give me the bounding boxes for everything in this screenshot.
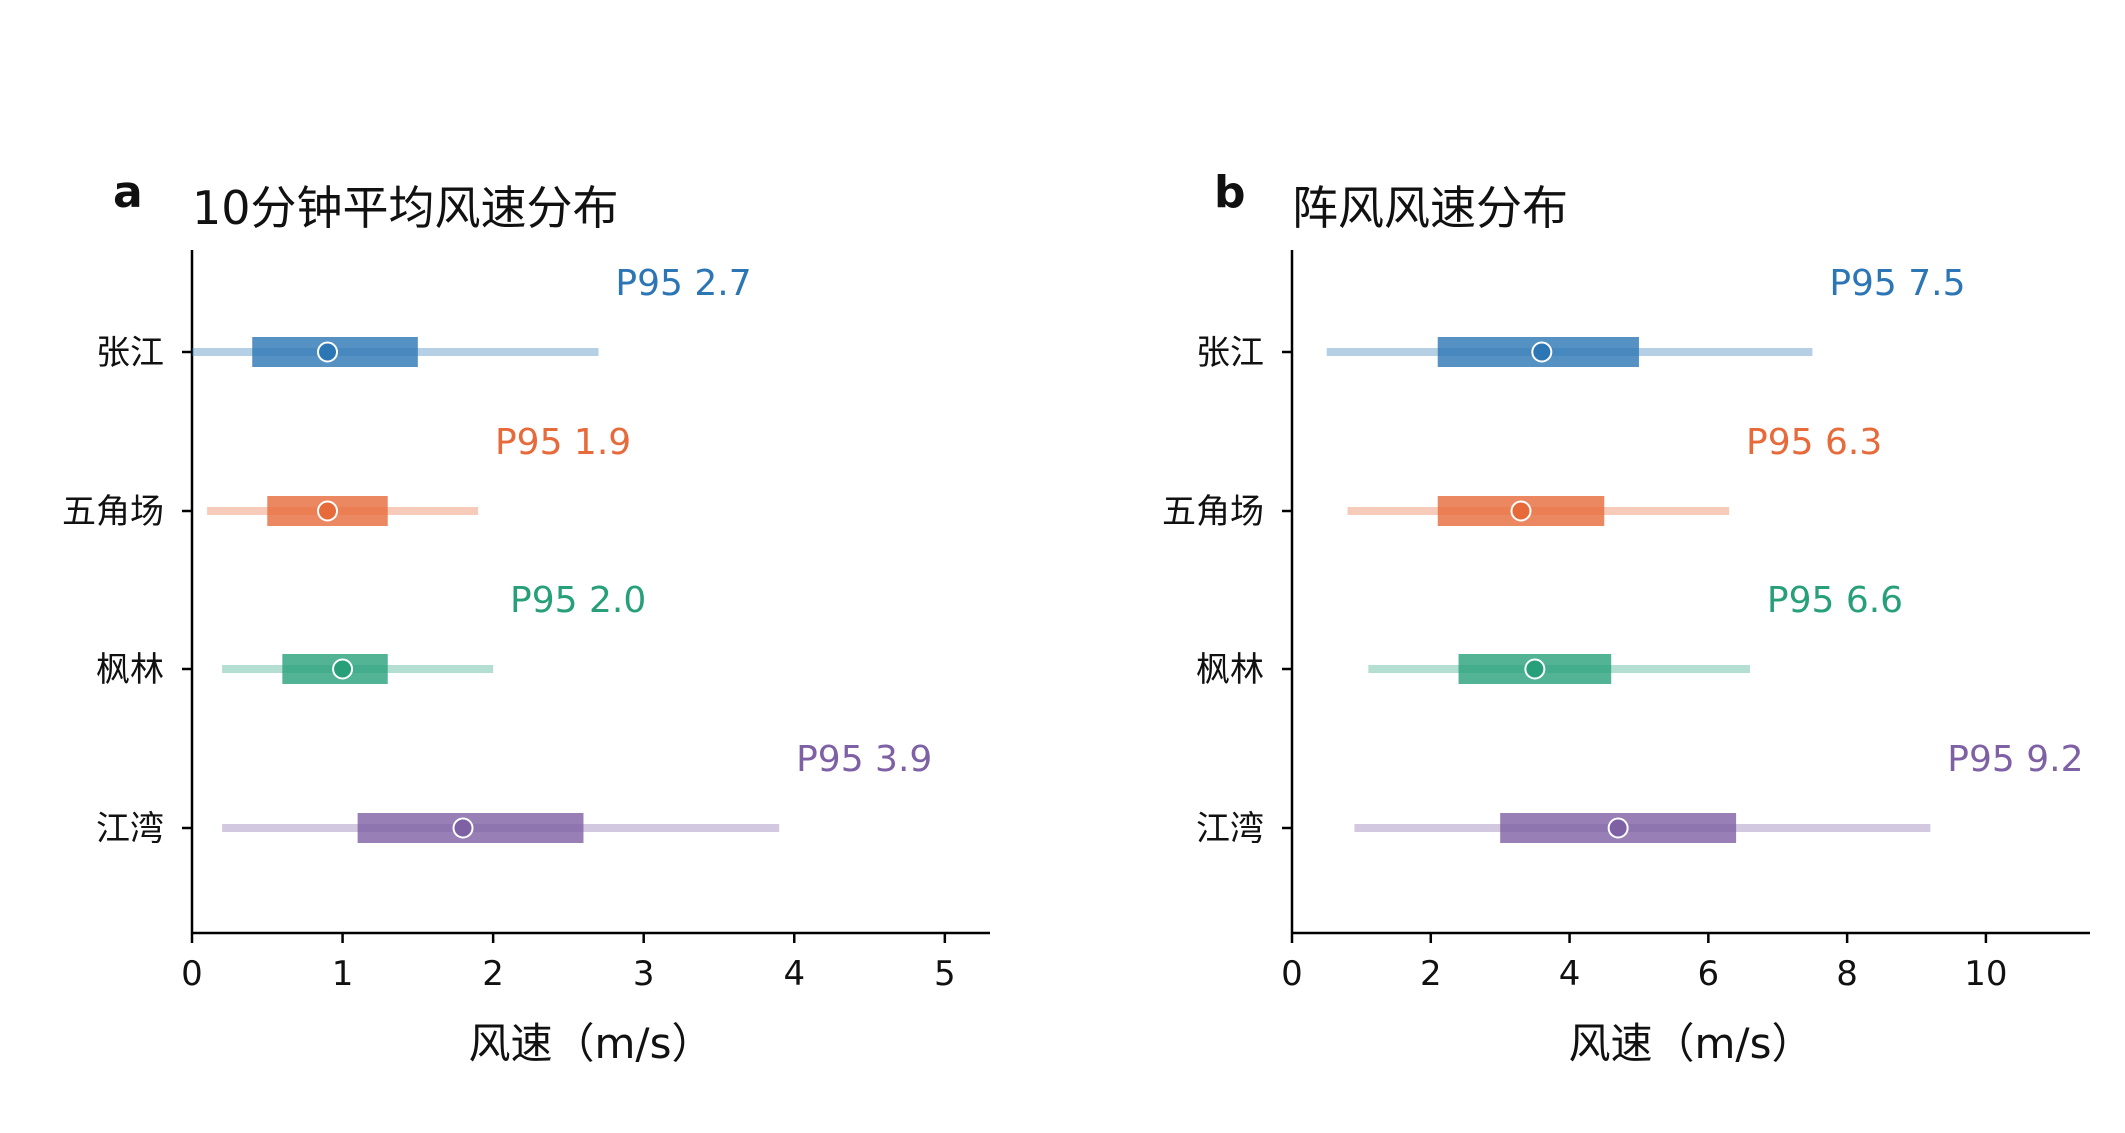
x-tick-label: 5 bbox=[934, 954, 956, 994]
panel-title: 阵风风速分布 bbox=[1292, 181, 1568, 235]
x-tick-label: 0 bbox=[181, 954, 203, 994]
median-point bbox=[452, 817, 474, 839]
median-point bbox=[317, 341, 339, 363]
median-point bbox=[1510, 500, 1532, 522]
p95-label: P95 6.6 bbox=[1767, 580, 1903, 621]
p95-label: P95 2.0 bbox=[510, 580, 646, 621]
x-tick-label: 8 bbox=[1836, 954, 1858, 994]
median-point bbox=[317, 500, 339, 522]
x-axis-label: 风速（m/s） bbox=[1569, 1019, 1814, 1068]
y-tick-label: 五角场 bbox=[62, 492, 164, 532]
y-tick-label: 江湾 bbox=[96, 809, 164, 849]
x-tick-label: 0 bbox=[1281, 954, 1303, 994]
x-axis-label: 风速（m/s） bbox=[469, 1019, 714, 1068]
p95-label: P95 2.7 bbox=[615, 263, 751, 304]
y-tick-label: 枫林 bbox=[96, 650, 164, 690]
x-tick-label: 2 bbox=[1420, 954, 1442, 994]
panel-title: 10分钟平均风速分布 bbox=[192, 181, 619, 235]
median-point bbox=[1607, 817, 1629, 839]
p95-label: P95 7.5 bbox=[1829, 263, 1965, 304]
x-tick-label: 4 bbox=[783, 954, 805, 994]
y-tick-label: 张江 bbox=[96, 333, 164, 373]
x-tick-label: 4 bbox=[1559, 954, 1581, 994]
x-tick-label: 6 bbox=[1698, 954, 1720, 994]
y-tick-label: 枫林 bbox=[1196, 650, 1264, 690]
median-point bbox=[332, 658, 354, 680]
panel-b: b 阵风风速分布 0 2 4 6 8 10 风速（m/s） 张江 P95 7.5 五角场 P95 6.3… bbox=[1162, 167, 2090, 1068]
p95-label: P95 1.9 bbox=[495, 422, 631, 463]
y-tick-label: 五角场 bbox=[1162, 492, 1264, 532]
panel-letter: a bbox=[113, 167, 143, 218]
x-tick-label: 10 bbox=[1964, 954, 2007, 994]
median-point bbox=[1524, 658, 1546, 680]
p95-label: P95 9.2 bbox=[1947, 739, 2083, 780]
y-tick-label: 江湾 bbox=[1196, 809, 1264, 849]
x-tick-label: 3 bbox=[633, 954, 655, 994]
panel-a: a 10分钟平均风速分布 0 1 2 3 4 5 风速（m/s） 张江 P95 2.7 五角场 P95 … bbox=[62, 167, 990, 1068]
panel-letter: b bbox=[1214, 167, 1246, 218]
x-tick-label: 1 bbox=[332, 954, 354, 994]
y-tick-label: 张江 bbox=[1196, 333, 1264, 373]
median-point bbox=[1531, 341, 1553, 363]
x-tick-label: 2 bbox=[482, 954, 504, 994]
p95-label: P95 6.3 bbox=[1746, 422, 1882, 463]
p95-label: P95 3.9 bbox=[796, 739, 932, 780]
